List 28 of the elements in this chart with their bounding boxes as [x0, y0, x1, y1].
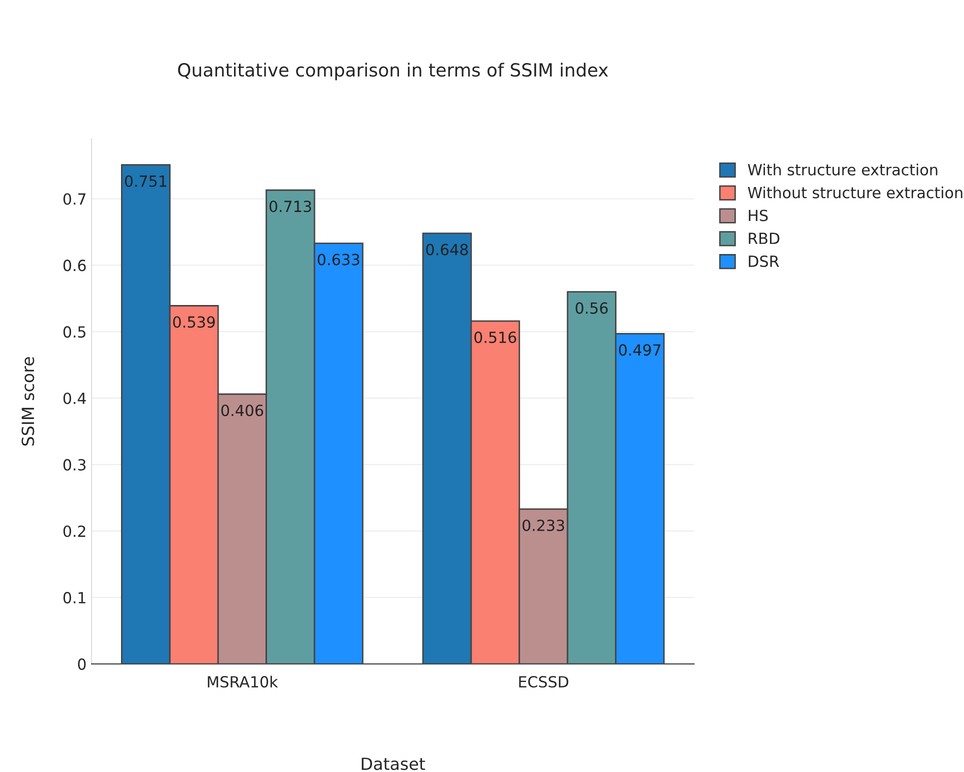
data-label: 0.497	[618, 344, 660, 356]
legend-label: RBD	[748, 232, 780, 244]
data-label: 0.539	[173, 316, 215, 328]
x-tick-label: ECSSD	[519, 676, 568, 688]
y-tick-label: 0.4	[63, 392, 86, 404]
data-label: 0.713	[270, 200, 312, 212]
data-label: 0.648	[426, 244, 468, 256]
data-label: 0.233	[522, 520, 564, 532]
data-label: 0.516	[474, 332, 516, 344]
x-axis-title: Dataset	[362, 758, 426, 770]
legend-label: DSR	[748, 255, 780, 268]
y-tick-label: 0	[78, 658, 86, 670]
data-label: 0.56	[576, 302, 608, 314]
y-tick-label: 0.2	[63, 525, 86, 538]
y-tick-label: 0.6	[63, 260, 86, 272]
legend-label: Without structure extraction	[748, 186, 962, 198]
y-tick-label: 0.7	[63, 193, 86, 205]
y-axis-title: SSIM score	[22, 357, 34, 446]
chart-title: Quantitative comparison in terms of SSIM index	[178, 62, 608, 80]
data-label: 0.406	[221, 404, 264, 416]
y-tick-label: 0.1	[63, 592, 86, 604]
y-tick-label: 0.3	[63, 459, 86, 471]
data-label: 0.751	[124, 175, 166, 187]
y-tick-label: 0.5	[63, 326, 86, 338]
legend-label: With structure extraction	[748, 164, 938, 176]
x-tick-label: MSRA10k	[208, 676, 278, 688]
legend-label: HS	[748, 210, 768, 222]
data-label: 0.633	[318, 254, 360, 266]
